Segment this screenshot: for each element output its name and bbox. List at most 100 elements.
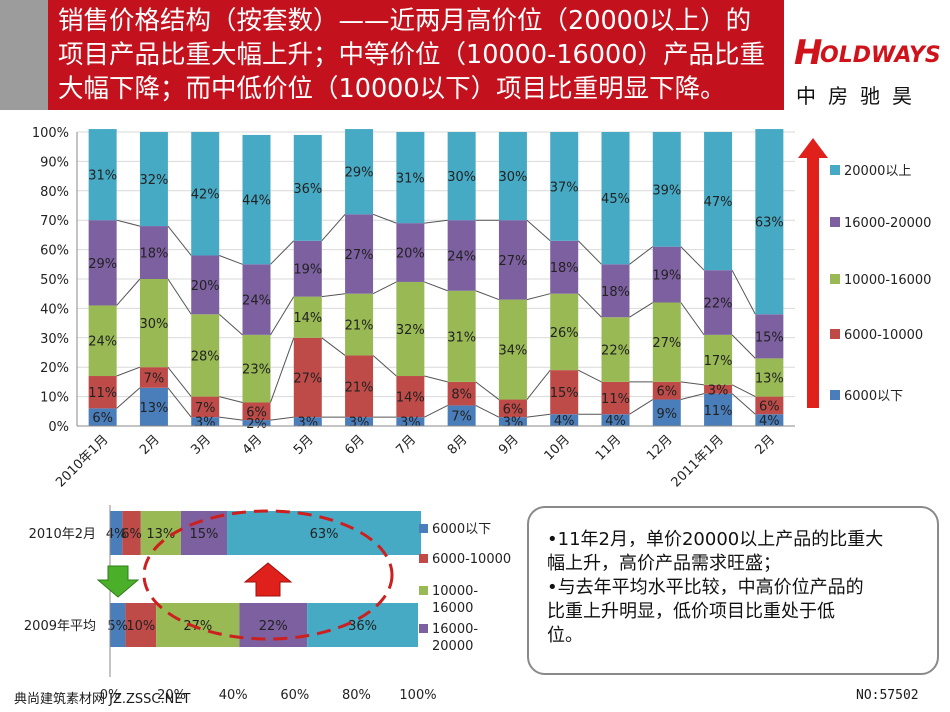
bar-segment	[704, 384, 733, 394]
y-tick-label: 90%	[40, 155, 69, 170]
category-label: 2009年平均	[24, 619, 96, 634]
data-label: 22%	[601, 344, 630, 359]
series-connector	[424, 375, 448, 383]
x-tick-label: 2011年1月	[669, 432, 727, 490]
data-label: 13%	[755, 371, 784, 386]
data-label: 3%	[400, 416, 421, 431]
bar-segment	[88, 305, 117, 377]
main-chart-legend: 20000以上 16000-20000 10000-16000 6000-10000 6…	[830, 164, 931, 404]
legend-label: 6000-10000	[844, 328, 923, 343]
data-label: 30%	[139, 317, 168, 332]
data-label: 19%	[293, 263, 322, 278]
series-connector	[424, 404, 448, 418]
bar-segment	[652, 132, 681, 247]
data-label: 2%	[246, 417, 267, 432]
data-label: 3%	[195, 416, 216, 431]
x-tick-label: 2月	[753, 432, 779, 458]
bar-segment	[88, 129, 117, 221]
data-label: 31%	[447, 330, 476, 345]
main-chart-gridlines	[77, 131, 795, 427]
data-label: 32%	[139, 173, 168, 188]
series-connector	[218, 313, 243, 336]
bar-segment	[498, 299, 527, 400]
note-line: 幅上升，高价产品需求旺盛；	[547, 553, 781, 574]
data-label: 10%	[126, 619, 155, 634]
data-label: 36%	[293, 182, 322, 197]
x-tick-label: 80%	[342, 688, 371, 703]
data-label: 19%	[652, 269, 681, 284]
series-connector	[577, 293, 602, 318]
data-label: 17%	[704, 354, 733, 369]
series-connector	[680, 246, 705, 271]
data-label: 8%	[451, 388, 472, 403]
header-red-block	[48, 0, 784, 110]
bar-segment	[498, 417, 527, 426]
x-tick-label: 4月	[240, 432, 266, 458]
series-connector	[116, 219, 141, 227]
series-connector	[167, 278, 192, 315]
data-label: 22%	[259, 619, 288, 634]
bar-segment	[191, 255, 220, 315]
bar-segment	[191, 132, 220, 256]
bar-segment	[191, 417, 220, 426]
comparison-chart-x-axis: 0% 20% 40% 60% 80% 100%	[100, 505, 437, 703]
bar-segment	[242, 420, 271, 426]
series-connector	[270, 240, 295, 265]
bar-segment	[396, 417, 425, 426]
data-label: 27%	[652, 336, 681, 351]
bar-segment	[601, 381, 630, 415]
data-label: 34%	[498, 344, 527, 359]
data-label: 27%	[345, 248, 374, 263]
bar-segment	[447, 290, 476, 382]
data-label: 28%	[191, 349, 220, 364]
data-label: 45%	[601, 192, 630, 207]
data-label: 15%	[755, 330, 784, 345]
note-line: 比重上升明显，低价项目比重处于低	[547, 601, 835, 622]
bar-segment	[498, 399, 527, 418]
green-down-arrow-icon	[96, 565, 140, 598]
comparison-chart-annotations	[96, 509, 394, 641]
series-connector	[629, 399, 654, 415]
bar-segment	[345, 293, 374, 356]
bar-segment	[242, 264, 271, 335]
series-connector	[219, 416, 243, 421]
bar-segment	[139, 387, 168, 426]
header-band: 销售价格结构（按套数）——近两月高价位（20000以上）的 项目产品比重大幅上升…	[0, 0, 950, 110]
series-connector	[219, 255, 243, 265]
series-connector	[526, 219, 551, 242]
series-connector	[167, 225, 192, 256]
data-label: 30%	[447, 170, 476, 185]
series-connector	[321, 213, 346, 242]
legend-swatch	[419, 554, 428, 563]
data-label: 6%	[656, 385, 677, 400]
bar-segment	[139, 132, 168, 227]
legend-label: 10000-16000	[844, 273, 931, 288]
footer-number: NO:57502	[856, 688, 919, 703]
data-label: 44%	[242, 194, 271, 209]
bar-segment	[704, 132, 733, 271]
data-label: 5%	[107, 619, 128, 634]
series-connector	[116, 366, 141, 377]
bar-segment	[139, 367, 168, 388]
legend-label: 6000以下	[844, 389, 903, 404]
x-tick-label: 5月	[291, 432, 317, 458]
series-connector	[731, 269, 756, 315]
series-connector	[680, 381, 705, 386]
data-label: 4%	[106, 527, 127, 542]
data-label: 14%	[396, 391, 425, 406]
series-connector	[321, 337, 346, 356]
bar-segment	[447, 405, 476, 426]
legend-swatch	[419, 586, 428, 595]
series-connector	[526, 369, 551, 400]
page-title: 销售价格结构（按套数）——近两月高价位（20000以上）的 项目产品比重大幅上升…	[58, 6, 765, 104]
bar-segment	[139, 279, 168, 368]
x-tick-label: 6月	[342, 432, 368, 458]
series-connector	[526, 413, 551, 418]
bar-segment	[755, 396, 784, 415]
x-tick-label: 20%	[157, 688, 186, 703]
main-stacked-bar-chart: 0% 10% 20% 30% 40% 50% 60% 70% 80% 90% 100% 6% 11% 2…	[32, 126, 932, 490]
bar-segment	[156, 603, 240, 647]
data-label: 18%	[139, 247, 168, 262]
bar-segment	[447, 381, 476, 406]
series-connector	[577, 240, 602, 265]
